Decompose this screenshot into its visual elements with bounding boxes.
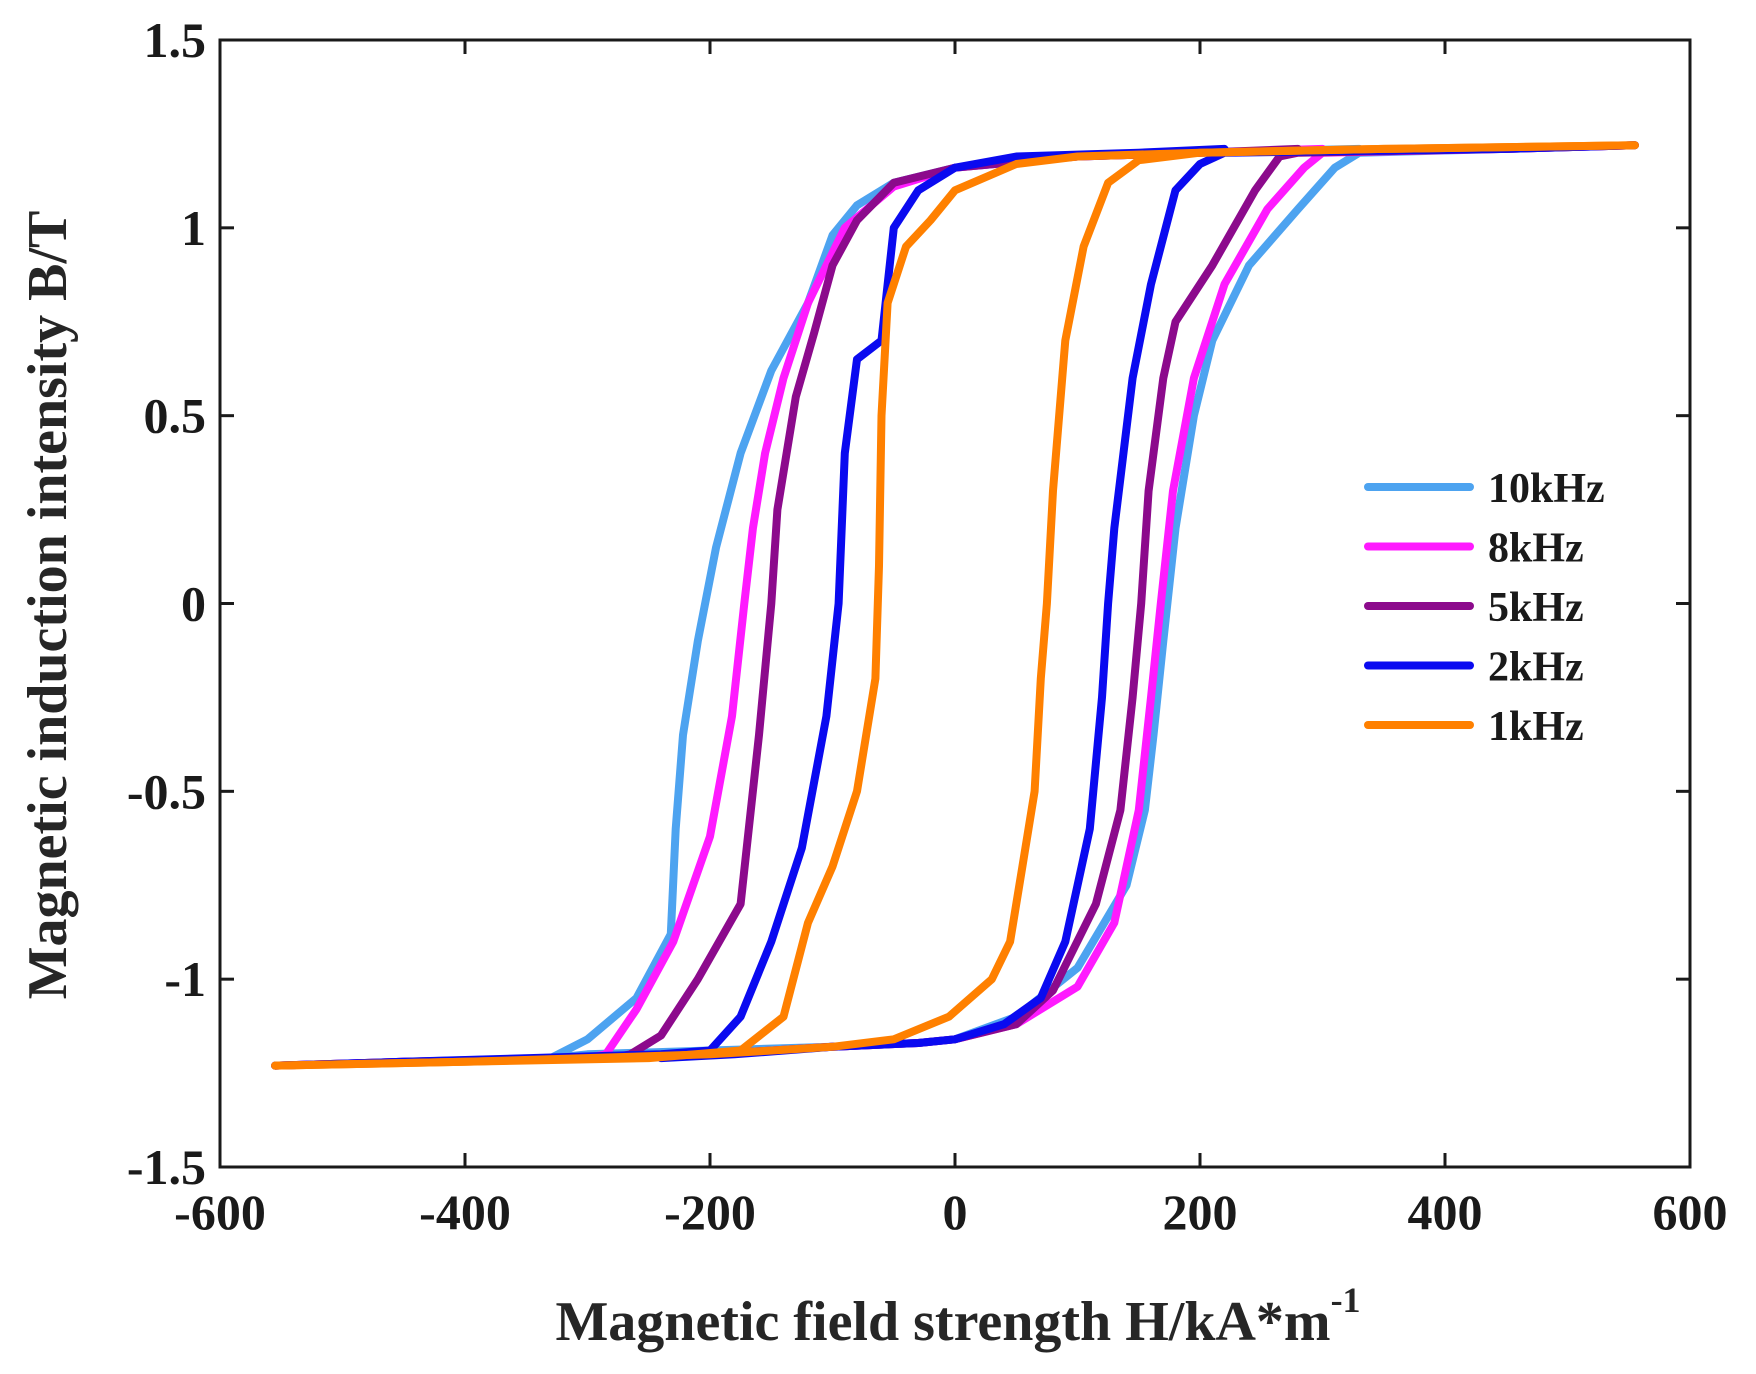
- series-5khz-ascending-branch: [608, 141, 1639, 1063]
- legend: 10kHz 8kHz 5kHz 2kHz 1kHz: [1364, 466, 1605, 750]
- legend-label-2khz: 2kHz: [1488, 645, 1584, 691]
- ticks-layer: -600 -400 -200 0 200 400 600 -1.5 -1 -0.5 0 0.5 1 1.5: [127, 12, 1728, 1240]
- x-axis-label: Magnetic field strength H/kA*m-1: [555, 1280, 1360, 1353]
- plot-frame: [218, 38, 1692, 1169]
- series-1khz-descending-branch: [271, 141, 1639, 1070]
- y-tick-label: 0: [181, 576, 206, 632]
- x-axis-label-superscript: -1: [1331, 1280, 1361, 1320]
- x-tick-label: 600: [1653, 1184, 1728, 1240]
- legend-label-1khz: 1kHz: [1488, 704, 1584, 750]
- series-10khz-ascending-branch: [546, 141, 1639, 1063]
- legend-label-5khz: 5kHz: [1488, 585, 1584, 631]
- y-tick-label: 0.5: [144, 388, 207, 444]
- y-tick-label: 1.5: [144, 12, 207, 68]
- y-tick-label: -0.5: [127, 763, 206, 819]
- x-tick-label: 400: [1408, 1184, 1483, 1240]
- series-1khz-ascending-branch: [271, 141, 1639, 1070]
- series-2khz-ascending-branch: [657, 141, 1639, 1063]
- x-tick-label: 0: [943, 1184, 968, 1240]
- x-axis-label-text: Magnetic field strength H/kA*m: [555, 1291, 1330, 1353]
- y-tick-label: -1.5: [127, 1139, 206, 1195]
- y-tick-label: -1: [164, 951, 206, 1007]
- series-layer: [271, 141, 1639, 1070]
- y-axis-label: Magnetic induction intensity B/T: [17, 211, 79, 1000]
- x-tick-label: -200: [664, 1184, 756, 1240]
- x-tick-label: -600: [174, 1184, 266, 1240]
- legend-label-8khz: 8kHz: [1488, 526, 1584, 572]
- y-tick-label: 1: [181, 200, 206, 256]
- x-tick-label: -400: [419, 1184, 511, 1240]
- x-tick-label: 200: [1163, 1184, 1238, 1240]
- series-1khz: [271, 141, 1639, 1070]
- legend-label-10khz: 10kHz: [1488, 466, 1605, 512]
